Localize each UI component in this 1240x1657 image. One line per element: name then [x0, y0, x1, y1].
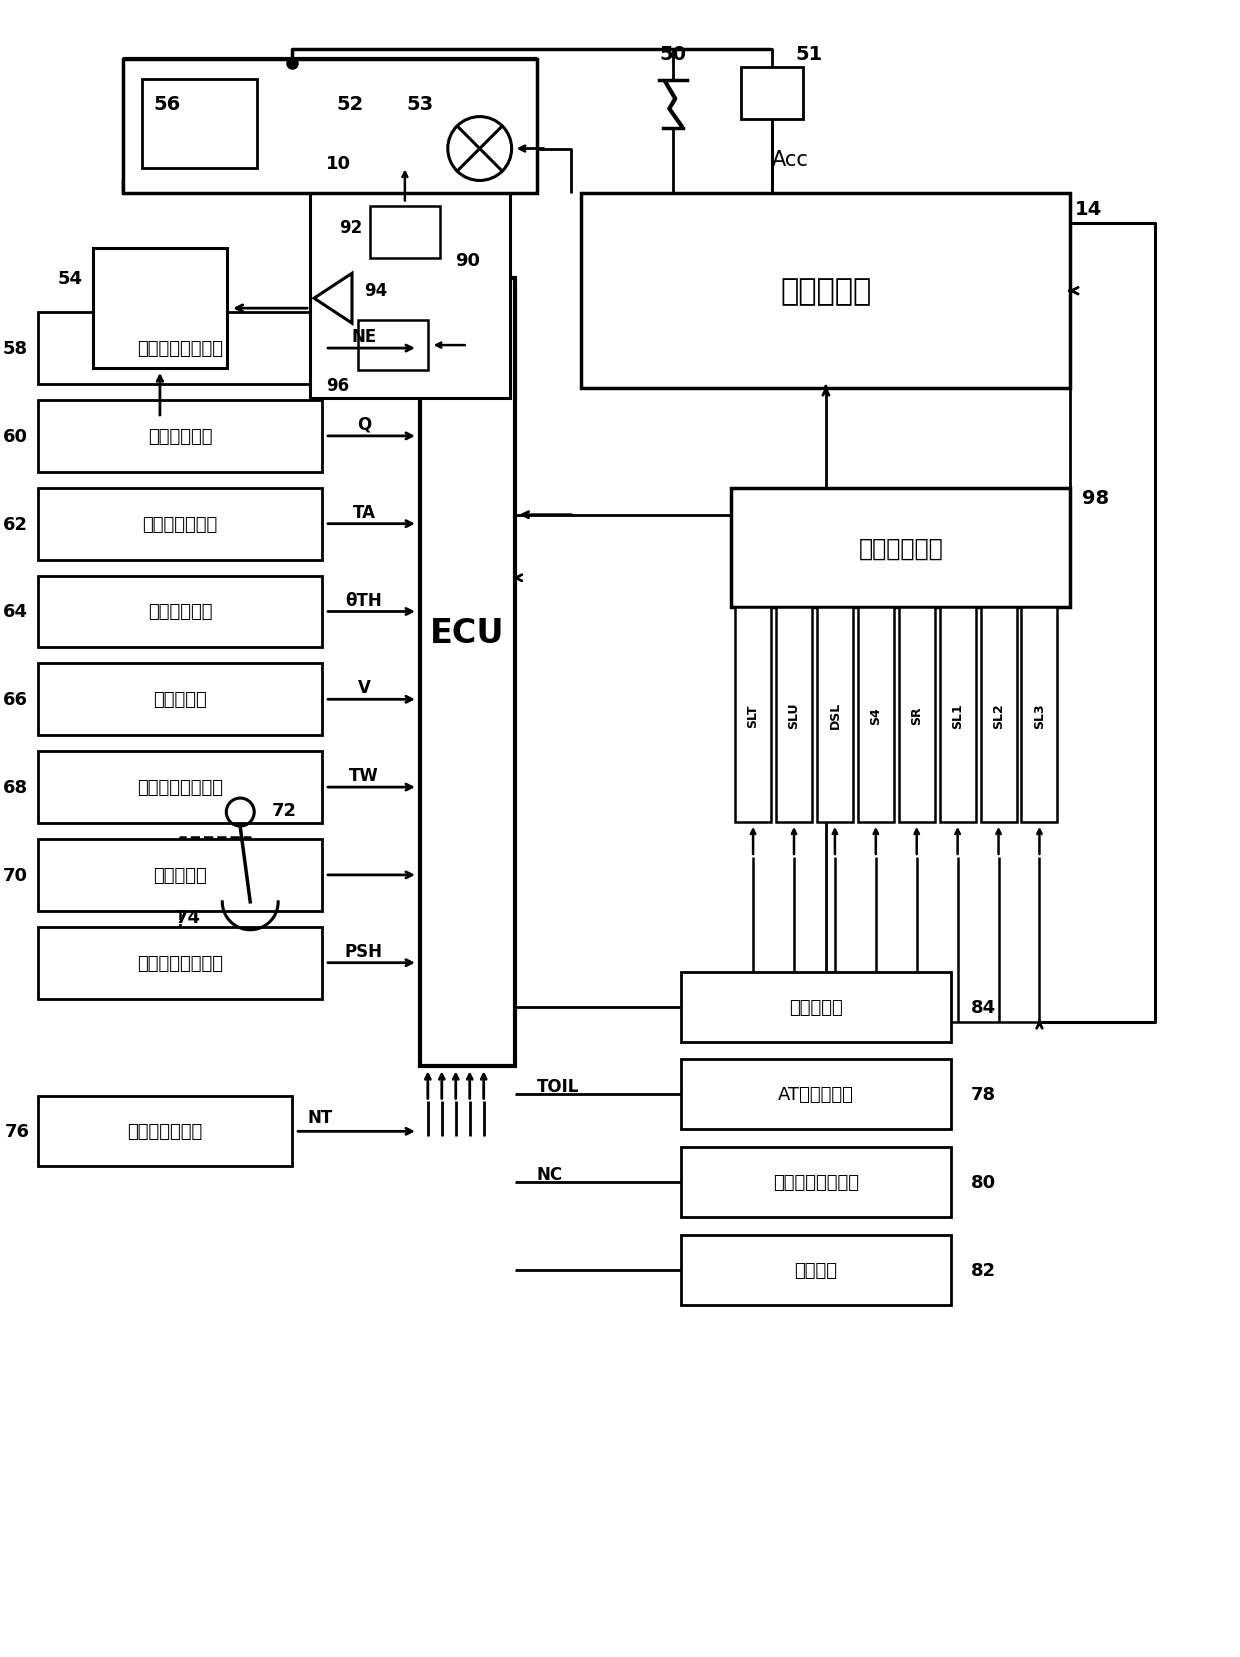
Bar — [370, 207, 440, 258]
Bar — [582, 194, 1070, 389]
Text: 53: 53 — [407, 94, 434, 114]
Bar — [358, 321, 428, 371]
Text: 中间轴转速传感器: 中间轴转速传感器 — [773, 1173, 859, 1191]
Bar — [37, 664, 322, 736]
Bar — [37, 313, 322, 384]
Bar — [37, 401, 322, 472]
Text: SL3: SL3 — [1033, 703, 1047, 727]
Text: 58: 58 — [2, 340, 27, 358]
Text: TA: TA — [352, 504, 376, 522]
Text: 74: 74 — [175, 908, 201, 926]
Text: 发动机转速传感器: 发动机转速传感器 — [136, 340, 223, 358]
Text: ECU: ECU — [430, 616, 505, 650]
Text: NE: NE — [351, 328, 377, 346]
Text: SLU: SLU — [787, 703, 801, 729]
Text: NC: NC — [537, 1165, 563, 1183]
Bar — [742, 68, 804, 119]
Text: 68: 68 — [2, 779, 27, 797]
Bar — [93, 249, 227, 370]
Bar — [681, 1148, 951, 1218]
Text: 14: 14 — [1075, 200, 1102, 219]
Text: 制动器开关: 制动器开关 — [153, 867, 207, 885]
Text: 51: 51 — [795, 45, 822, 65]
Text: 车速传感器: 车速传感器 — [153, 691, 207, 709]
Text: 点火开关: 点火开关 — [795, 1261, 837, 1279]
Text: 76: 76 — [5, 1123, 30, 1140]
Bar — [37, 1097, 293, 1167]
Text: 52: 52 — [336, 94, 363, 114]
Bar — [776, 608, 812, 822]
Text: TOIL: TOIL — [537, 1077, 579, 1095]
Text: 92: 92 — [339, 219, 362, 237]
Bar — [899, 608, 935, 822]
Text: 涡轮转速传感器: 涡轮转速传感器 — [128, 1123, 202, 1140]
Text: 82: 82 — [971, 1261, 996, 1279]
Bar — [420, 278, 515, 1067]
Text: Acc: Acc — [773, 149, 808, 169]
Text: 66: 66 — [2, 691, 27, 709]
Text: PSH: PSH — [345, 943, 383, 959]
Bar — [37, 840, 322, 911]
Bar — [37, 752, 322, 824]
Text: 冷却液温度传感器: 冷却液温度传感器 — [136, 779, 223, 797]
Bar — [858, 608, 894, 822]
Text: 液压控制回路: 液压控制回路 — [858, 537, 944, 560]
Text: θTH: θTH — [346, 592, 382, 610]
Bar — [981, 608, 1017, 822]
Text: 78: 78 — [971, 1085, 996, 1104]
Text: 10: 10 — [326, 156, 351, 174]
Text: Q: Q — [357, 416, 371, 434]
Text: 80: 80 — [971, 1173, 996, 1191]
Text: AT油温传感器: AT油温传感器 — [777, 1085, 854, 1104]
Text: 换档杆位置传感器: 换档杆位置传感器 — [136, 954, 223, 973]
Bar — [310, 179, 510, 399]
Text: 54: 54 — [57, 270, 83, 288]
Text: 70: 70 — [2, 867, 27, 885]
Text: 84: 84 — [971, 998, 996, 1016]
Text: 爆燃传感器: 爆燃传感器 — [789, 998, 843, 1016]
Bar — [37, 489, 322, 560]
Text: 进气量传感器: 进气量传感器 — [148, 428, 212, 446]
Bar — [37, 928, 322, 999]
Bar — [681, 973, 951, 1042]
Text: 90: 90 — [455, 252, 480, 270]
Bar — [1022, 608, 1058, 822]
Text: 72: 72 — [272, 802, 298, 820]
Text: NT: NT — [308, 1109, 332, 1127]
Bar — [143, 80, 257, 169]
Text: V: V — [357, 679, 371, 698]
Bar — [940, 608, 976, 822]
Text: 96: 96 — [326, 376, 350, 394]
Text: 64: 64 — [2, 603, 27, 621]
Text: TW: TW — [350, 767, 379, 785]
Text: 进气温度传感器: 进气温度传感器 — [143, 515, 217, 534]
Bar — [735, 608, 771, 822]
Text: 56: 56 — [154, 94, 181, 114]
Text: SLT: SLT — [746, 704, 760, 727]
Text: DSL: DSL — [828, 701, 842, 729]
Bar — [37, 577, 322, 648]
Bar — [681, 1236, 951, 1306]
Text: 60: 60 — [2, 428, 27, 446]
Bar — [123, 60, 537, 194]
Text: SR: SR — [910, 706, 924, 724]
Bar — [732, 489, 1070, 608]
Text: S4: S4 — [869, 706, 883, 724]
Text: 94: 94 — [365, 282, 387, 300]
Bar — [681, 1060, 951, 1130]
Text: 62: 62 — [2, 515, 27, 534]
Text: SL1: SL1 — [951, 703, 965, 727]
Text: 自动变速器: 自动变速器 — [780, 277, 872, 307]
Text: SL2: SL2 — [992, 703, 1006, 727]
Text: 98: 98 — [1081, 489, 1109, 509]
Text: 节气门传感器: 节气门传感器 — [148, 603, 212, 621]
Text: 50: 50 — [660, 45, 687, 65]
Bar — [817, 608, 853, 822]
